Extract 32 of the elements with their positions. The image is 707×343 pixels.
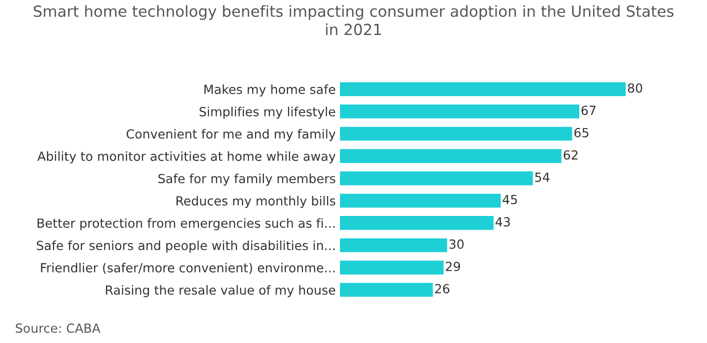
y-tick-label: Safe for my family members [158,174,336,186]
data-label: 80 [628,83,642,93]
bar [340,82,626,96]
bar [340,282,433,297]
y-tick-label: Safe for seniors and people with disabilities in... [36,240,334,253]
y-tick-label: Friendlier (safer/more convenient) environme... [41,262,334,274]
data-label: 26 [435,284,450,294]
bar [340,238,448,252]
y-tick-label: Raising the resale value of my house [106,285,336,298]
data-label: 65 [574,128,588,138]
data-label: 29 [446,262,460,272]
data-label: 62 [564,150,578,160]
y-tick-label: Makes my home safe [204,84,336,96]
chart-title: Smart home technology benefits impacting consumer adoption in the United States in 2021 [34,5,674,36]
y-tick-label: Simplifies my lifestyle [200,106,336,119]
bar [340,104,580,118]
y-tick-label: Ability to monitor activities at home while away [37,151,336,164]
bar [340,149,562,163]
y-tick-label: Convenient for me and my family [126,129,336,142]
y-tick-label: Better protection from emergencies such as fi... [38,218,334,230]
data-label: 30 [449,239,464,249]
bar [340,260,444,274]
data-label: 54 [535,172,550,182]
data-label: 67 [582,106,596,116]
bar [340,171,533,186]
bar [340,216,494,230]
data-label: 43 [496,217,510,227]
y-tick-label: Reduces my monthly bills [176,196,336,208]
bar [340,194,501,208]
source-note: Source: CABA [16,323,100,333]
bar [340,126,572,141]
data-label: 45 [502,194,517,204]
